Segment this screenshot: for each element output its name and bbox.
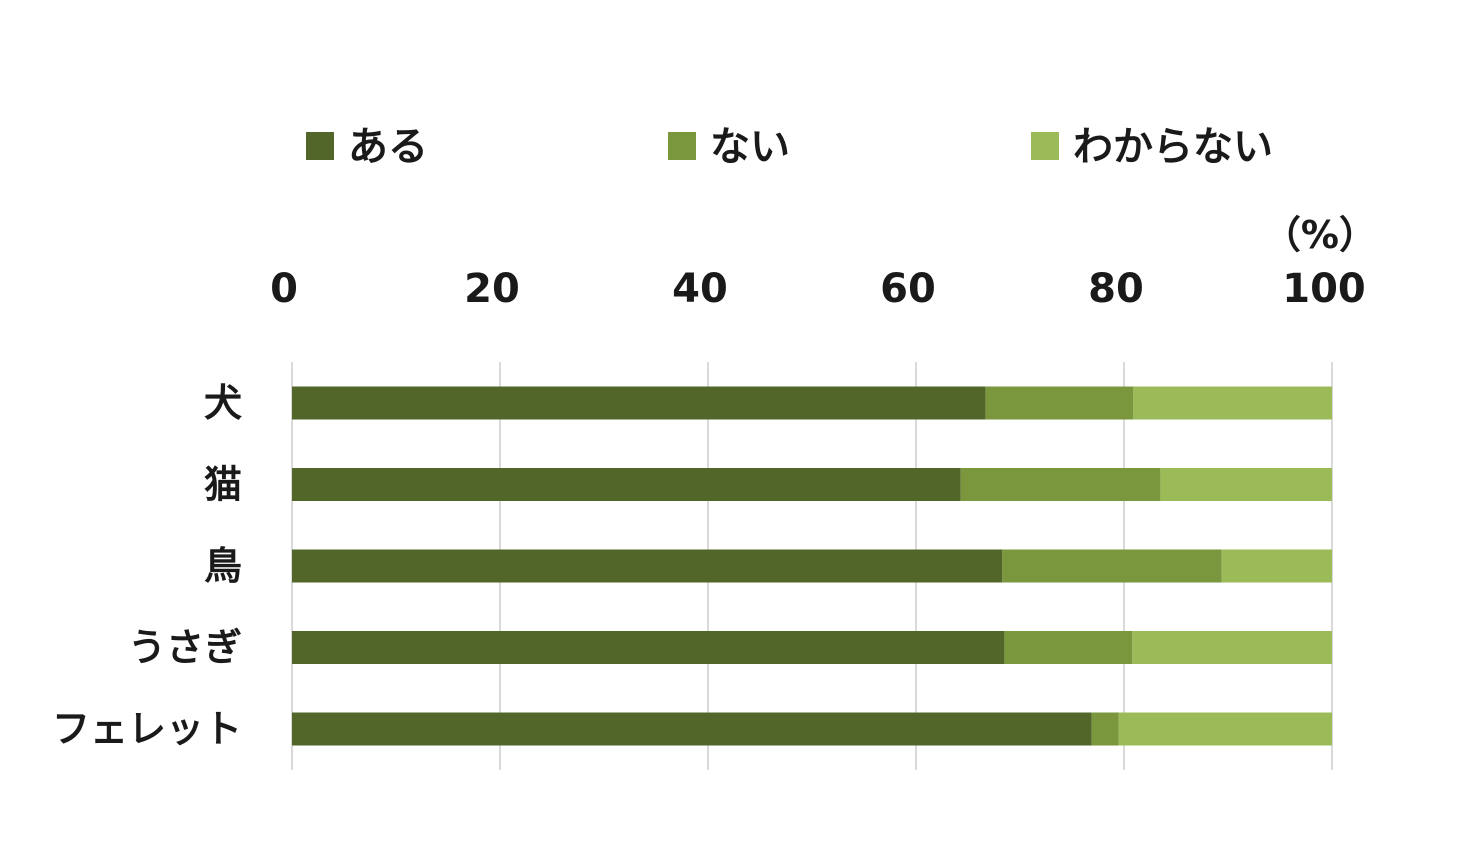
bar-row — [292, 549, 1332, 583]
bar-segment — [1160, 468, 1332, 501]
category-label: うさぎ — [128, 626, 242, 670]
bar-segment — [1132, 631, 1332, 664]
category-label: 犬 — [204, 381, 242, 425]
bar-row — [292, 631, 1332, 664]
bar-segment — [1004, 631, 1133, 664]
x-tick-label: 40 — [672, 266, 728, 312]
x-tick-label: 20 — [464, 266, 520, 312]
legend-label: ない — [710, 124, 790, 170]
legend: ある ない わからない — [306, 124, 1273, 170]
bar-segment — [292, 468, 961, 501]
legend-label: わからない — [1073, 124, 1273, 170]
category-label: フェレット — [52, 707, 242, 751]
bar-segment — [292, 386, 986, 420]
bar-segment — [1133, 386, 1332, 420]
bars — [292, 386, 1332, 746]
bar-segment — [292, 631, 1005, 664]
category-label: 鳥 — [204, 544, 242, 588]
bar-row — [292, 712, 1332, 746]
unit-label-group: （%） — [1263, 213, 1377, 257]
x-tick-label: 80 — [1088, 266, 1144, 312]
bar-row — [292, 468, 1332, 501]
legend-item: わからない — [1031, 124, 1273, 170]
x-tick-label: 60 — [880, 266, 936, 312]
x-axis-tick-labels: 0 20 40 60 80 100 — [270, 266, 1366, 312]
bar-row — [292, 386, 1332, 420]
legend-item: ない — [668, 124, 790, 170]
bar-segment — [960, 468, 1161, 501]
legend-label: ある — [348, 124, 428, 170]
legend-item: ある — [306, 124, 428, 170]
unit-label: （%） — [1263, 213, 1377, 257]
legend-swatch — [306, 132, 334, 160]
bar-segment — [1118, 712, 1332, 746]
category-label: 猫 — [204, 463, 242, 507]
bar-segment — [1091, 712, 1119, 746]
bar-segment — [292, 549, 1003, 583]
legend-swatch — [668, 132, 696, 160]
x-tick-label: 100 — [1282, 266, 1366, 312]
bar-segment — [1002, 549, 1222, 583]
bar-segment — [292, 712, 1092, 746]
legend-swatch — [1031, 132, 1059, 160]
x-tick-label: 0 — [270, 266, 298, 312]
bar-segment — [985, 386, 1134, 420]
bar-segment — [1221, 549, 1332, 583]
